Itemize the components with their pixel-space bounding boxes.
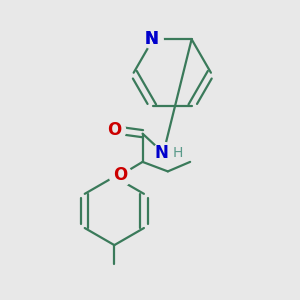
Text: N: N	[145, 30, 158, 48]
Text: O: O	[107, 121, 122, 139]
Text: N: N	[154, 144, 168, 162]
Text: H: H	[172, 146, 183, 160]
Text: N: N	[145, 30, 158, 48]
Text: O: O	[113, 166, 127, 184]
